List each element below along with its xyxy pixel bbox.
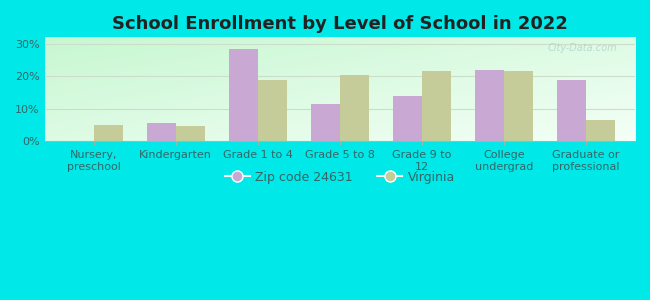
Bar	[557, 80, 586, 141]
Legend: Zip code 24631, Virginia: Zip code 24631, Virginia	[220, 166, 460, 189]
Bar	[258, 80, 287, 141]
Bar	[340, 75, 369, 141]
Bar	[393, 96, 422, 141]
Bar	[147, 123, 176, 141]
Bar	[176, 126, 205, 141]
Bar	[475, 70, 504, 141]
Text: City-Data.com: City-Data.com	[548, 43, 617, 52]
Bar	[504, 71, 532, 141]
Bar	[94, 125, 122, 141]
Bar	[422, 71, 450, 141]
Bar	[229, 49, 258, 141]
Bar	[586, 120, 614, 141]
Bar	[311, 104, 340, 141]
Title: School Enrollment by Level of School in 2022: School Enrollment by Level of School in …	[112, 15, 567, 33]
